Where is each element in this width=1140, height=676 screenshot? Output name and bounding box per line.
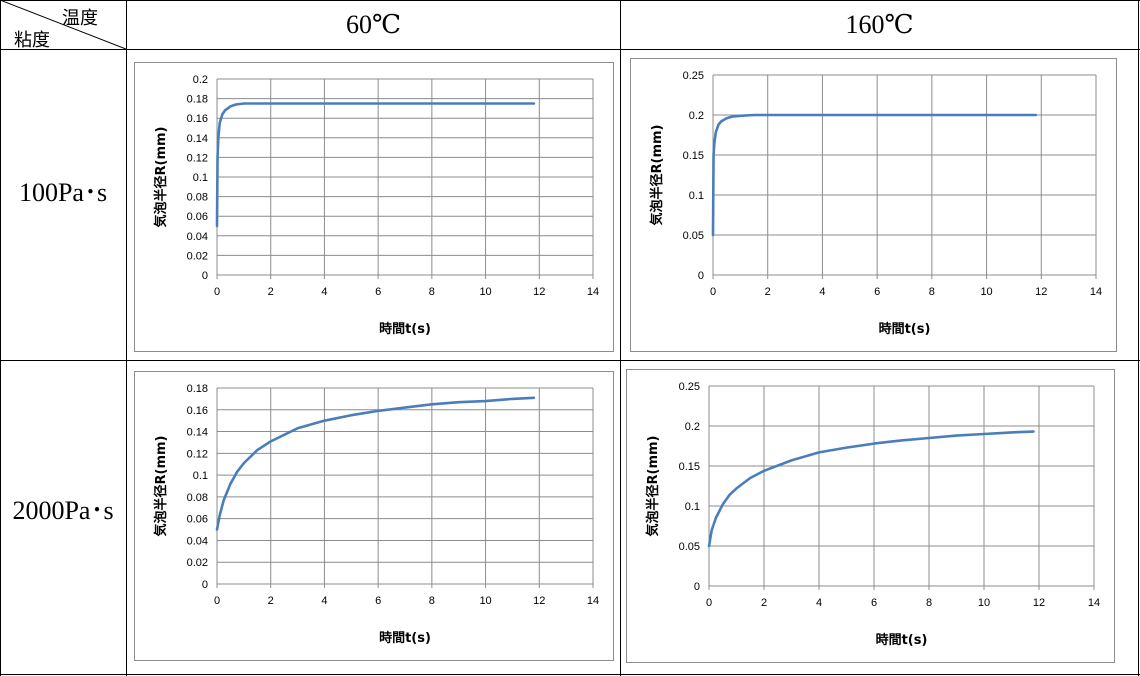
chart2-x-tick-label: 0 <box>214 595 220 607</box>
chart1-y-tick-label: 0.05 <box>683 230 704 242</box>
chart2-y-tick-label: 0 <box>202 579 208 591</box>
chart0-y-tick-label: 0.18 <box>187 94 208 106</box>
chart1-series-line <box>711 113 1038 237</box>
chart3-x-tick-label: 8 <box>926 597 932 609</box>
chart3-y-tick-label: 0.25 <box>679 381 700 393</box>
chart0-x-tick-label: 8 <box>429 286 435 298</box>
chart0-x-tick-label: 14 <box>587 286 599 298</box>
corner-label-viscosity: 粘度 <box>14 30 50 51</box>
chart1-y-tick-label: 0.15 <box>683 150 704 162</box>
chart2-y-tick-label: 0.12 <box>187 448 208 460</box>
chart2-y-tick-label: 0.06 <box>187 514 208 526</box>
chart-100pas-60c: 0 0.02 0.04 0.06 0.08 0.1 0.12 0.14 0.16 0.18 0.2 0… <box>134 62 614 352</box>
chart2-x-tick-label: 12 <box>533 595 545 607</box>
chart1-y-tick-label: 0.25 <box>683 70 704 82</box>
chart3-y-tick-label: 0.15 <box>679 461 700 473</box>
table-border-top <box>0 0 1140 1</box>
chart-2000pas-60c: 0 0.02 0.04 0.06 0.08 0.1 0.12 0.14 0.16 0.18 0 2 4 6… <box>134 371 614 661</box>
chart1-x-tick-label: 14 <box>1090 286 1102 298</box>
chart2-x-tick-label: 8 <box>429 595 435 607</box>
chart0-y-tick-label: 0.04 <box>187 231 208 243</box>
column-header-160c: 160℃ <box>845 10 914 39</box>
chart0-series-line <box>215 102 536 228</box>
chart2-x-tick-label: 14 <box>587 595 599 607</box>
chart3-x-tick-label: 14 <box>1088 597 1100 609</box>
chart0-y-tick-label: 0.12 <box>187 152 208 164</box>
chart2-x-tick-label: 6 <box>375 595 381 607</box>
chart1-x-tick-label: 4 <box>819 286 825 298</box>
chart1-y-tick-label: 0.1 <box>689 190 704 202</box>
corner-label-temperature: 温度 <box>62 8 98 29</box>
chart0-x-axis-label: 時間t(s) <box>379 321 431 337</box>
table-border-right <box>1138 0 1139 676</box>
table-col-divider-1 <box>126 0 127 676</box>
chart0-x-tick-label: 4 <box>321 286 327 298</box>
chart2-series-line <box>215 396 536 531</box>
chart0-y-tick-label: 0.2 <box>193 74 208 86</box>
chart2-y-tick-label: 0.18 <box>187 383 208 395</box>
chart0-y-tick-label: 0.14 <box>187 133 208 145</box>
row-header-2000pas: 2000Pa･s <box>12 496 114 525</box>
chart2-x-tick-label: 4 <box>321 595 327 607</box>
chart3-series-line <box>707 430 1035 548</box>
chart2-y-tick-label: 0.08 <box>187 492 208 504</box>
chart0-y-tick-label: 0.16 <box>187 113 208 125</box>
chart3-y-tick-label: 0.1 <box>685 501 700 513</box>
chart3-y-tick-label: 0.2 <box>685 421 700 433</box>
column-header-60c: 60℃ <box>345 10 402 39</box>
table-header-divider <box>0 49 1140 50</box>
chart-2000pas-160c: 0 0.05 0.1 0.15 0.2 0.25 0 2 4 6 8 10 12 14 時間t(s) 気泡半径… <box>626 369 1115 663</box>
chart1-y-axis-label: 気泡半径R(mm) <box>649 125 665 226</box>
table-border-left <box>0 0 1 676</box>
table-border-bottom <box>0 674 1140 675</box>
chart2-y-tick-label: 0.04 <box>187 535 208 547</box>
chart0-x-tick-label: 2 <box>268 286 274 298</box>
chart3-x-tick-label: 0 <box>706 597 712 609</box>
chart3-x-tick-label: 4 <box>816 597 822 609</box>
chart1-x-tick-label: 0 <box>710 286 716 298</box>
chart1-x-tick-label: 10 <box>980 286 992 298</box>
chart2-x-axis-label: 時間t(s) <box>379 630 431 646</box>
chart2-y-tick-label: 0.1 <box>193 470 208 482</box>
chart1-x-tick-label: 12 <box>1035 286 1047 298</box>
chart1-x-tick-label: 8 <box>929 286 935 298</box>
chart-100pas-160c: 0 0.05 0.1 0.15 0.2 0.25 0 2 4 6 8 10 12 14 時間t(s) 気泡半径… <box>630 58 1117 352</box>
table-row-divider <box>0 360 1140 361</box>
chart3-x-tick-label: 2 <box>761 597 767 609</box>
row-header-100pas: 100Pa･s <box>18 178 108 207</box>
chart2-y-axis-label: 気泡半径R(mm) <box>153 436 169 537</box>
corner-diagonal <box>0 0 126 50</box>
chart1-x-axis-label: 時間t(s) <box>879 321 931 337</box>
chart0-y-tick-label: 0.02 <box>187 250 208 262</box>
chart3-x-tick-label: 6 <box>871 597 877 609</box>
chart1-y-tick-label: 0 <box>698 270 704 282</box>
chart1-x-tick-label: 6 <box>874 286 880 298</box>
chart0-y-tick-label: 0.1 <box>193 172 208 184</box>
chart3-x-tick-label: 12 <box>1033 597 1045 609</box>
chart2-y-tick-label: 0.02 <box>187 557 208 569</box>
chart0-y-tick-label: 0.06 <box>187 211 208 223</box>
chart2-x-tick-label: 10 <box>479 595 491 607</box>
chart0-x-tick-label: 0 <box>214 286 220 298</box>
chart3-y-tick-label: 0 <box>694 581 700 593</box>
chart3-y-axis-label: 気泡半径R(mm) <box>645 436 661 537</box>
chart3-x-tick-label: 10 <box>978 597 990 609</box>
chart2-x-tick-label: 2 <box>268 595 274 607</box>
chart3-x-axis-label: 時間t(s) <box>876 632 928 648</box>
chart2-y-tick-label: 0.14 <box>187 427 208 439</box>
chart1-y-tick-label: 0.2 <box>689 110 704 122</box>
chart0-y-tick-label: 0 <box>202 270 208 282</box>
chart1-x-tick-label: 2 <box>765 286 771 298</box>
chart3-y-tick-label: 0.05 <box>679 541 700 553</box>
chart2-y-tick-label: 0.16 <box>187 405 208 417</box>
chart0-y-tick-label: 0.08 <box>187 192 208 204</box>
chart0-x-tick-label: 6 <box>375 286 381 298</box>
chart0-x-tick-label: 10 <box>479 286 491 298</box>
chart0-x-tick-label: 12 <box>533 286 545 298</box>
chart0-y-axis-label: 気泡半径R(mm) <box>153 127 169 228</box>
table-col-divider-2 <box>620 0 621 676</box>
